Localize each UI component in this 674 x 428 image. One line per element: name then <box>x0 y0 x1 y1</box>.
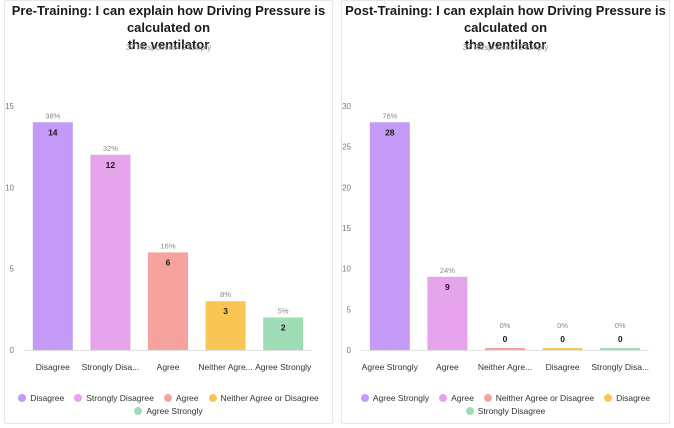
legend-item: Strongly Disagree <box>465 406 546 416</box>
bar <box>263 317 304 350</box>
bar <box>600 348 641 350</box>
bar-value-label: 0 <box>503 334 508 344</box>
legend-label: Strongly Disagree <box>477 406 546 416</box>
bar-percent-label: 0% <box>615 321 626 330</box>
bar <box>32 122 73 351</box>
legend-item: Agree Strongly <box>360 393 430 403</box>
chart-legend: Agree Strongly Agree Neither Agree or Disa… <box>347 393 664 416</box>
bar-percent-label: 8% <box>220 290 231 299</box>
bar-percent-label: 32% <box>103 144 118 153</box>
legend-label: Agree <box>175 393 199 403</box>
legend-item: Disagree <box>18 393 64 403</box>
y-tick-label: 5 <box>10 265 15 274</box>
legend-item: Agree <box>163 393 199 403</box>
post-training-bar-chart: 0 5 10 15 20 25 30 28 76% Agree Strongly 9 24% Agree… <box>342 102 649 372</box>
legend-label: Neither Agree or Disagree <box>220 393 319 403</box>
legend-swatch <box>439 394 448 402</box>
legend-swatch <box>465 407 474 415</box>
legend-item: Disagree <box>604 393 650 403</box>
bar-percent-label: 16% <box>160 241 175 250</box>
bar-value-label: 12 <box>106 160 116 170</box>
bar-value-label: 2 <box>281 322 286 332</box>
legend-swatch <box>208 394 217 402</box>
chart-frame <box>4 0 333 424</box>
legend-item: Strongly Disagree <box>74 393 154 403</box>
bar-value-label: 6 <box>166 257 171 267</box>
bar <box>485 348 525 350</box>
y-tick-label: 0 <box>10 346 15 355</box>
bar <box>148 252 188 350</box>
bar <box>427 276 468 350</box>
bar <box>205 301 246 350</box>
y-tick-label: 10 <box>342 265 351 274</box>
chart-subtitle: 37 Responses- 2 Empty <box>125 43 212 52</box>
bar-value-label: 3 <box>223 306 228 316</box>
bar-percent-label: 0% <box>500 321 511 330</box>
legend-item: Agree <box>439 393 474 403</box>
legend-swatch <box>604 394 613 402</box>
x-category-label: Agree Strongly <box>362 362 419 372</box>
legend-swatch <box>18 394 27 402</box>
x-category-label: Agree <box>436 362 459 372</box>
bar-value-label: 9 <box>445 282 450 292</box>
legend-swatch <box>134 407 143 415</box>
bar-percent-label: 5% <box>278 306 289 315</box>
legend-label: Disagree <box>616 393 651 403</box>
bar <box>369 122 410 351</box>
y-tick-label: 15 <box>5 102 14 111</box>
bar-value-label: 0 <box>560 334 565 344</box>
bar-value-label: 0 <box>618 334 623 344</box>
y-tick-label: 20 <box>342 183 351 192</box>
legend-item: Neither Agree or Disagree <box>483 393 595 403</box>
legend-label: Neither Agree or Disagree <box>495 393 595 403</box>
x-category-label: Strongly Disa... <box>591 362 649 372</box>
y-tick-label: 30 <box>342 102 351 111</box>
pre-training-chart-panel: Pre-Training: I can explain how Driving … <box>0 0 337 424</box>
legend-swatch <box>483 394 492 402</box>
x-category-label: Agree <box>157 362 180 372</box>
legend-swatch <box>74 394 83 402</box>
legend-swatch <box>163 394 172 402</box>
chart-title: Pre-Training: I can explain how Driving … <box>0 2 337 53</box>
bar <box>542 348 583 350</box>
x-category-label: Neither Agre... <box>478 362 532 372</box>
chart-subtitle: 37 Responses- 2 Empty <box>462 43 549 52</box>
chart-frame <box>341 0 670 424</box>
bar-percent-label: 24% <box>440 266 455 275</box>
y-tick-label: 0 <box>347 346 352 355</box>
x-category-label: Disagree <box>36 362 70 372</box>
legend-label: Agree Strongly <box>146 406 203 416</box>
legend-swatch <box>360 394 369 402</box>
chart-title-line-1: Post-Training: I can explain how Driving… <box>345 3 666 35</box>
bar-percent-label: 0% <box>557 321 568 330</box>
legend-item: Agree Strongly <box>134 406 203 416</box>
y-tick-label: 15 <box>342 224 351 233</box>
y-tick-label: 5 <box>347 305 352 314</box>
x-category-label: Strongly Disa... <box>82 362 140 372</box>
chart-legend: Disagree Strongly Disagree Agree Neither Ag… <box>10 393 327 416</box>
bar-percent-label: 38% <box>45 111 60 120</box>
chart-title-line-2: the ventilator <box>464 37 547 52</box>
y-tick-label: 25 <box>342 143 351 152</box>
legend-label: Agree <box>451 393 474 403</box>
bar-value-label: 14 <box>48 127 58 137</box>
legend-label: Strongly Disagree <box>86 393 154 403</box>
post-training-chart-panel: Post-Training: I can explain how Driving… <box>337 0 674 428</box>
x-category-label: Disagree <box>546 362 580 372</box>
chart-title-line-2: the ventilator <box>127 37 210 52</box>
legend-item: Neither Agree or Disagree <box>208 393 319 403</box>
legend-label: Disagree <box>30 393 65 403</box>
x-category-label: Agree Strongly <box>255 362 312 372</box>
bar-value-label: 28 <box>385 127 395 137</box>
chart-title: Post-Training: I can explain how Driving… <box>337 2 674 53</box>
y-tick-label: 10 <box>5 183 14 192</box>
bar <box>90 154 131 350</box>
bar-percent-label: 76% <box>382 111 397 120</box>
x-category-label: Neither Agre... <box>198 362 252 372</box>
chart-title-line-1: Pre-Training: I can explain how Driving … <box>11 3 326 35</box>
legend-label: Agree Strongly <box>372 393 430 403</box>
